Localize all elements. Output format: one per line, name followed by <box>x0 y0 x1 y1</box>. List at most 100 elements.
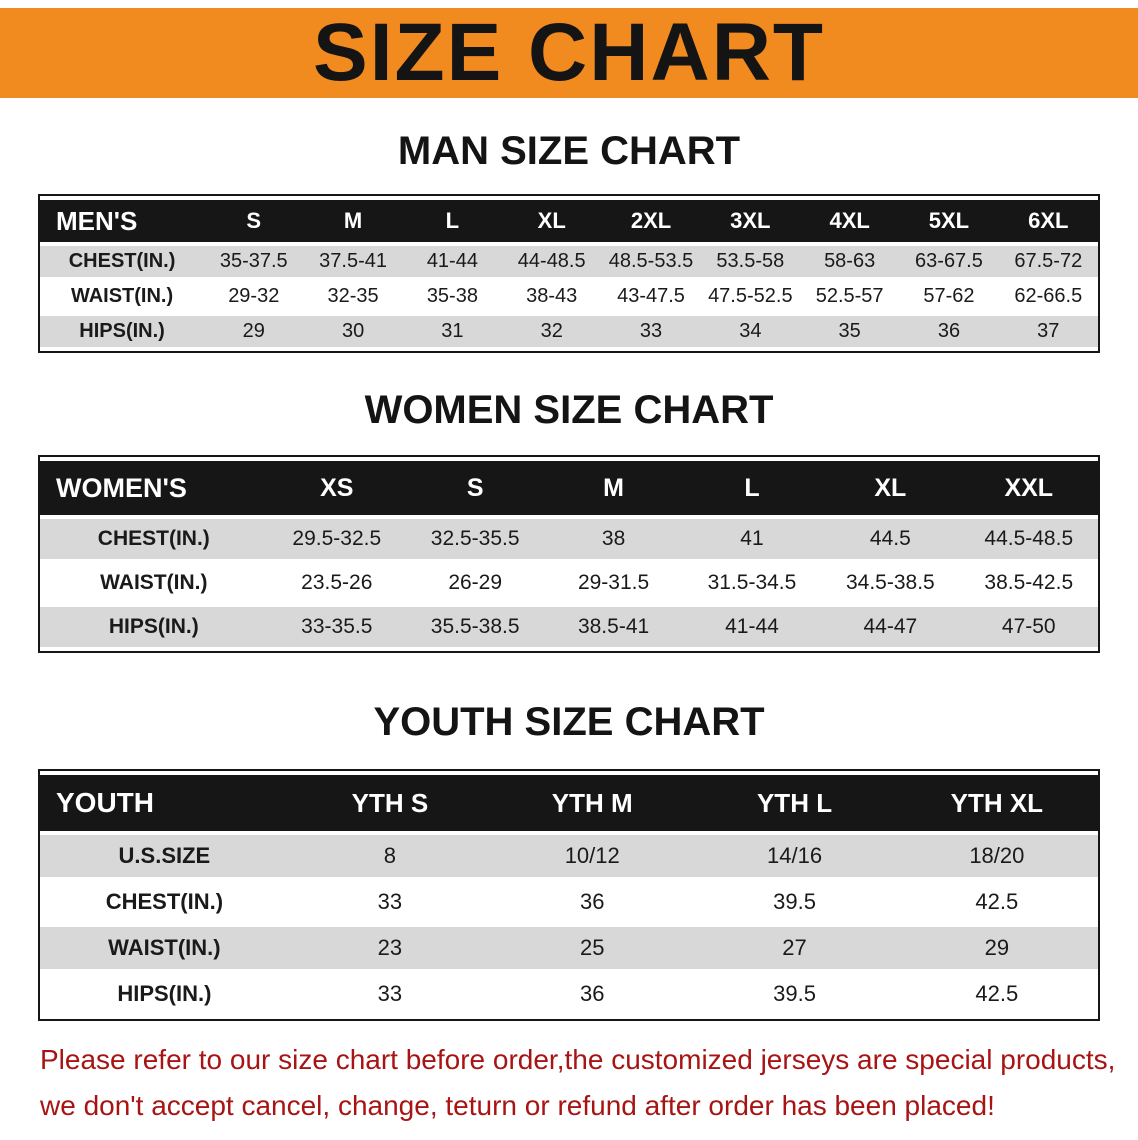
size-value-cell: 10/12 <box>491 835 694 877</box>
size-chart-banner: SIZE CHART <box>0 8 1138 98</box>
size-column-header: XL <box>502 200 602 242</box>
row-label-cell: CHEST(IN.) <box>40 246 205 277</box>
size-column-header: M <box>303 200 403 242</box>
row-label-cell: CHEST(IN.) <box>40 519 268 559</box>
size-value-cell: 42.5 <box>895 973 1098 1015</box>
size-value-cell: 23 <box>288 927 492 969</box>
size-value-cell: 29 <box>204 316 304 347</box>
size-value-cell: 31.5-34.5 <box>682 563 822 603</box>
table-title-cell: MEN'S <box>40 200 205 242</box>
size-value-cell: 41-44 <box>402 246 503 277</box>
size-column-header: L <box>682 461 822 515</box>
size-value-cell: 53.5-58 <box>700 246 800 277</box>
size-value-cell: 35-38 <box>402 281 503 312</box>
table-header-row: WOMEN'S XS S M L XL XXL <box>40 461 1098 515</box>
table-header-row: MEN'S S M L XL 2XL 3XL 4XL 5XL 6XL <box>40 200 1098 242</box>
youth-size-table: YOUTH YTH S YTH M YTH L YTH XL U.S.SIZE 8 10/12… <box>38 769 1100 1021</box>
women-section: WOMEN SIZE CHART WOMEN'S XS S M L XL XXL CHEST(… <box>0 387 1138 653</box>
size-column-header: L <box>402 200 503 242</box>
size-column-header: 5XL <box>899 200 999 242</box>
table-title-cell: WOMEN'S <box>40 461 268 515</box>
size-value-cell: 35-37.5 <box>204 246 304 277</box>
row-label-cell: HIPS(IN.) <box>40 607 268 647</box>
size-value-cell: 38.5-42.5 <box>959 563 1098 603</box>
disclaimer-note: Please refer to our size chart before or… <box>40 1037 1118 1129</box>
size-value-cell: 52.5-57 <box>799 281 900 312</box>
size-value-cell: 67.5-72 <box>998 246 1098 277</box>
size-chart-title: SIZE CHART <box>313 7 825 98</box>
size-column-header: 6XL <box>998 200 1098 242</box>
size-column-header: XL <box>821 461 960 515</box>
size-value-cell: 44.5-48.5 <box>959 519 1098 559</box>
size-value-cell: 30 <box>303 316 403 347</box>
size-value-cell: 29-31.5 <box>544 563 683 603</box>
men-size-table: MEN'S S M L XL 2XL 3XL 4XL 5XL 6XL CHEST(IN.) 35-37… <box>38 194 1100 353</box>
size-column-header: 3XL <box>700 200 800 242</box>
size-value-cell: 35 <box>799 316 900 347</box>
size-value-cell: 37 <box>998 316 1098 347</box>
size-value-cell: 29.5-32.5 <box>267 519 406 559</box>
size-value-cell: 36 <box>491 881 694 923</box>
size-value-cell: 44-47 <box>821 607 960 647</box>
size-value-cell: 47.5-52.5 <box>700 281 800 312</box>
size-value-cell: 58-63 <box>799 246 900 277</box>
size-value-cell: 32 <box>502 316 602 347</box>
size-value-cell: 44-48.5 <box>502 246 602 277</box>
size-value-cell: 36 <box>899 316 999 347</box>
table-row: WAIST(IN.) 29-32 32-35 35-38 38-43 43-47.5 47.… <box>40 281 1098 312</box>
size-column-header: M <box>544 461 683 515</box>
size-column-header: XXL <box>959 461 1098 515</box>
size-value-cell: 38.5-41 <box>544 607 683 647</box>
disclaimer-line-2: we don't accept cancel, change, teturn o… <box>40 1090 995 1121</box>
size-value-cell: 31 <box>402 316 503 347</box>
youth-size-chart-heading: YOUTH SIZE CHART <box>373 700 765 744</box>
size-column-header: S <box>405 461 545 515</box>
size-value-cell: 43-47.5 <box>601 281 701 312</box>
size-value-cell: 23.5-26 <box>267 563 406 603</box>
size-value-cell: 57-62 <box>899 281 999 312</box>
table-row: CHEST(IN.) 35-37.5 37.5-41 41-44 44-48.5 48.5… <box>40 246 1098 277</box>
women-size-table: WOMEN'S XS S M L XL XXL CHEST(IN.) 29.5-32.5 32.5… <box>38 455 1100 653</box>
size-value-cell: 18/20 <box>895 835 1098 877</box>
size-value-cell: 29 <box>895 927 1098 969</box>
table-row: CHEST(IN.) 33 36 39.5 42.5 <box>40 881 1098 923</box>
size-column-header: YTH S <box>288 775 492 831</box>
size-value-cell: 39.5 <box>693 881 896 923</box>
size-column-header: 2XL <box>601 200 701 242</box>
size-value-cell: 34.5-38.5 <box>821 563 960 603</box>
row-label-cell: U.S.SIZE <box>40 835 289 877</box>
size-value-cell: 14/16 <box>693 835 896 877</box>
size-value-cell: 47-50 <box>959 607 1098 647</box>
size-value-cell: 27 <box>693 927 896 969</box>
size-column-header: S <box>204 200 304 242</box>
size-column-header: 4XL <box>799 200 900 242</box>
men-section: MAN SIZE CHART MEN'S S M L XL 2XL 3XL 4XL 5XL 6XL… <box>0 128 1138 353</box>
size-value-cell: 62-66.5 <box>998 281 1098 312</box>
table-row: HIPS(IN.) 29 30 31 32 33 34 35 36 37 <box>40 316 1098 347</box>
size-value-cell: 35.5-38.5 <box>405 607 545 647</box>
size-value-cell: 33 <box>288 973 492 1015</box>
men-size-chart-heading: MAN SIZE CHART <box>397 129 741 173</box>
size-value-cell: 34 <box>700 316 800 347</box>
table-header-row: YOUTH YTH S YTH M YTH L YTH XL <box>40 775 1098 831</box>
size-value-cell: 25 <box>491 927 694 969</box>
size-value-cell: 38 <box>544 519 683 559</box>
table-row: CHEST(IN.) 29.5-32.5 32.5-35.5 38 41 44.5 44.5… <box>40 519 1098 559</box>
size-value-cell: 33 <box>288 881 492 923</box>
size-value-cell: 36 <box>491 973 694 1015</box>
size-value-cell: 29-32 <box>204 281 304 312</box>
size-value-cell: 48.5-53.5 <box>601 246 701 277</box>
size-value-cell: 37.5-41 <box>303 246 403 277</box>
row-label-cell: WAIST(IN.) <box>40 927 289 969</box>
table-title-cell: YOUTH <box>40 775 289 831</box>
youth-section: YOUTH SIZE CHART YOUTH YTH S YTH M YTH L YTH… <box>0 699 1138 1021</box>
size-column-header: YTH M <box>491 775 694 831</box>
size-column-header: YTH XL <box>895 775 1098 831</box>
size-value-cell: 63-67.5 <box>899 246 999 277</box>
size-value-cell: 44.5 <box>821 519 960 559</box>
size-value-cell: 39.5 <box>693 973 896 1015</box>
size-value-cell: 42.5 <box>895 881 1098 923</box>
row-label-cell: HIPS(IN.) <box>40 973 289 1015</box>
size-value-cell: 33-35.5 <box>267 607 406 647</box>
size-value-cell: 41-44 <box>682 607 822 647</box>
